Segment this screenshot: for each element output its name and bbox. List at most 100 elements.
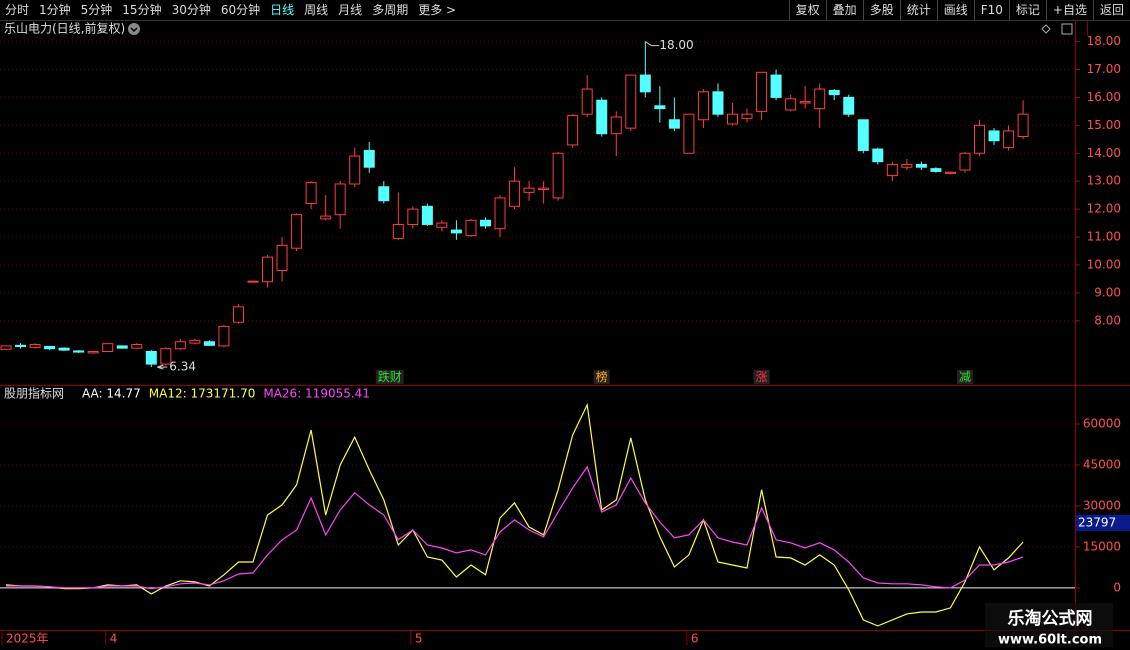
candle-body [625,74,637,129]
toolbar-button[interactable]: F10 [973,0,1009,20]
y-tick-label: 18.00 [1087,34,1121,48]
candle-body [189,339,201,344]
y-tick-label: 13.00 [1087,174,1121,188]
candle-body [610,116,622,135]
y-tick-label: 16.00 [1087,90,1121,104]
watermark-url: www.60lt.com [998,633,1102,648]
candle-body [203,341,215,346]
y-tick-label: 11.00 [1087,230,1121,244]
y-tick-label: 9.00 [1094,285,1121,299]
y-tick-label: 8.00 [1094,313,1121,327]
candle-body [29,344,41,348]
candle-body [639,74,651,93]
candle-body [843,96,855,115]
toolbar-button[interactable]: 更多 > [418,3,457,17]
candle-body [988,130,1000,142]
candle-body [828,89,840,96]
toolbar-button[interactable]: 15分钟 [122,3,162,17]
candle-body [523,187,535,193]
candle-body [334,183,346,216]
candle-body [785,98,797,111]
signal-badge [593,370,610,384]
candle-body [915,163,927,168]
candle-body [901,163,913,168]
toolbar-button[interactable]: 返回 [1092,0,1130,20]
candle-body [538,187,550,191]
toolbar-button[interactable]: 统计 [899,0,937,20]
candle-body [697,91,709,121]
indicator-line [5,402,1024,627]
candle-body [58,347,70,351]
cursor-value: 23797 [1078,515,1116,529]
candle-body [392,223,404,239]
candle-body [73,350,85,353]
toolbar-right: 复权 叠加 多股 统计 画线 F10 标记 +自选 返回 [788,0,1130,20]
y-tick-label: 10.00 [1087,257,1121,271]
candle-body [320,215,332,220]
candle-body [581,88,593,115]
toolbar-button[interactable]: 5分钟 [80,3,113,17]
candle-body [450,229,462,234]
y-tick-label: 17.00 [1087,62,1121,76]
y-tick-label: 0 [1113,580,1121,594]
indicator-line [6,465,1024,590]
x-tick-label: 6 [691,632,699,646]
signal-badge [956,370,973,384]
y-tick-label: 30000 [1083,498,1121,512]
corner-icon [1041,24,1051,34]
toolbar-button[interactable]: 1分钟 [39,3,71,17]
candle-body [596,99,608,135]
title-icon [130,27,138,33]
y-tick-label: 15000 [1083,539,1121,553]
candle-body [959,152,971,171]
candle-body [131,344,143,349]
panel-title: 股朋指标网 [4,386,64,401]
candle-body [683,113,695,154]
candle-body [509,180,521,207]
candle-body [567,115,579,146]
x-tick-label: 2025年 [6,632,49,646]
y-tick-label: 15.00 [1087,118,1121,132]
candle-body [87,350,99,354]
toolbar-button[interactable]: +自选 [1045,0,1093,20]
candle-body [494,197,506,230]
candle-body [857,119,869,151]
toolbar-button[interactable]: 多周期 [372,3,409,17]
toolbar-button[interactable]: 月线 [338,3,363,17]
legend-entry: AA: 14.77 [82,387,141,401]
candle-body [102,343,114,352]
candle-body [552,152,564,199]
title-icon [128,23,140,35]
max-label: 18.00 [659,38,693,52]
candle-body [15,344,27,347]
toolbar-button[interactable]: 日线 [270,3,295,17]
x-tick-label: 4 [110,632,118,646]
toolbar: 分时 1分钟 5分钟 15分钟 30分钟 60分钟 日线 周线 月线 多周期 更多 > 复权 叠加 多股统… [0,0,1130,21]
min-pointer [157,364,168,370]
candle-body [479,219,491,227]
candle-body [886,163,898,177]
toolbar-button[interactable]: 多股 [862,0,900,20]
candle-body [160,348,172,365]
signal-label: 跌财 [378,369,402,384]
candle-body [349,155,361,185]
toolbar-button[interactable]: 30分钟 [171,3,211,17]
candle-body [247,280,259,283]
candle-body [145,350,157,365]
toolbar-button[interactable]: 周线 [304,3,329,17]
candle-body [727,113,738,125]
toolbar-button[interactable]: 60分钟 [220,3,261,17]
toolbar-button[interactable]: 分时 [5,3,30,17]
candle-body [436,222,448,228]
toolbar-button[interactable]: 画线 [936,0,974,20]
toolbar-button[interactable]: 复权 [788,0,826,20]
y-tick-label: 14.00 [1087,146,1121,160]
toolbar-button[interactable]: 叠加 [825,0,863,20]
signal-label: 减 [959,370,971,384]
watermark-title: 乐淘公式网 [1008,608,1093,629]
candle-body [654,105,666,110]
watermark-bg [985,603,1113,647]
toolbar-button[interactable]: 标记 [1008,0,1046,20]
